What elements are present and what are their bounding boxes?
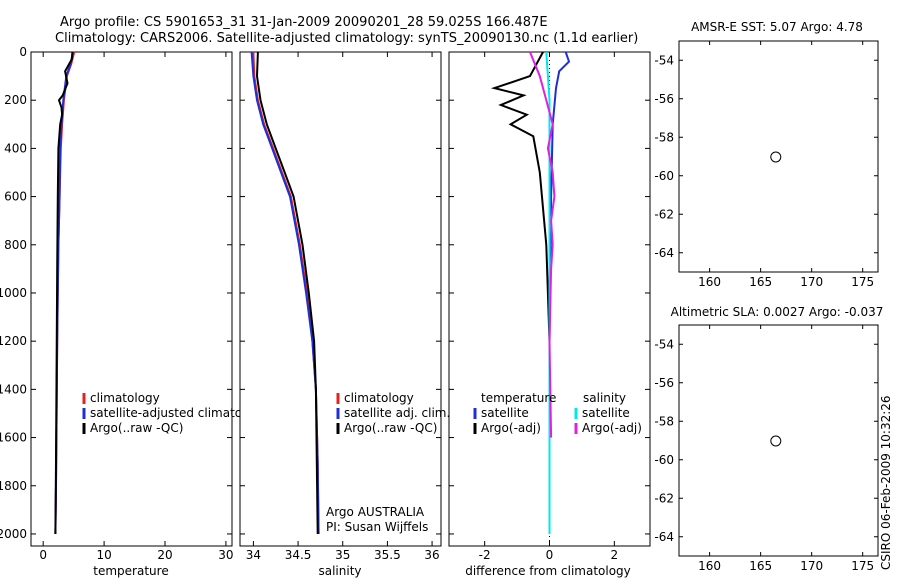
y-tick-label: 400 bbox=[4, 141, 27, 155]
legend-satellite-label: satellite-adjusted climatology bbox=[90, 406, 268, 420]
y-tick-label: 1200 bbox=[0, 334, 27, 348]
x-tick-label: 35.5 bbox=[374, 548, 401, 562]
map-y-tick-label: -64 bbox=[654, 530, 674, 544]
map-y-tick-label: -56 bbox=[654, 376, 674, 390]
annotation-pi: PI: Susan Wijffels bbox=[326, 520, 428, 534]
difference-xlabel: difference from climatology bbox=[465, 564, 631, 578]
legend-satellite-label: satellite adj. clim. bbox=[344, 406, 450, 420]
series-line-temperature-argo-adj- bbox=[490, 51, 551, 486]
x-tick-label: -2 bbox=[479, 548, 491, 562]
y-tick-label: 2000 bbox=[0, 527, 27, 541]
map-y-tick-label: -58 bbox=[654, 130, 674, 144]
x-tick-label: 0 bbox=[546, 548, 554, 562]
map-x-tick-label: 165 bbox=[749, 559, 772, 573]
y-tick-label: 600 bbox=[4, 190, 27, 204]
salinity-legend: climatology satellite adj. clim. Argo(..… bbox=[336, 391, 450, 435]
legend-temp-argo-label: Argo(-adj) bbox=[481, 421, 541, 435]
annotation-argo-australia: Argo AUSTRALIA bbox=[326, 505, 425, 519]
sla-map-panel: Altimetric SLA: 0.0027 Argo: -0.037 160 1… bbox=[654, 305, 884, 573]
map-y-tick-label: -54 bbox=[654, 337, 674, 351]
sla-map-axes bbox=[678, 324, 879, 557]
salinity-lines bbox=[250, 51, 320, 535]
temperature-legend: climatology satellite-adjusted climatolo… bbox=[82, 391, 268, 435]
header-line-1: Argo profile: CS 5901653_31 31-Jan-2009 … bbox=[60, 15, 548, 30]
sla-argo-location-marker bbox=[770, 435, 782, 447]
salinity-ticks: 34 34.5 35 35.5 36 bbox=[240, 51, 441, 562]
x-tick-label: 2 bbox=[611, 548, 619, 562]
y-tick-label: 1000 bbox=[0, 286, 27, 300]
difference-legend: temperature salinity satellite Argo(-adj… bbox=[473, 391, 642, 435]
legend-temp-satellite-label: satellite bbox=[481, 406, 529, 420]
map-y-tick-label: -60 bbox=[654, 169, 674, 183]
map-x-tick-label: 165 bbox=[749, 275, 772, 289]
map-y-tick-label: -58 bbox=[654, 414, 674, 428]
x-tick-label: 10 bbox=[96, 548, 111, 562]
map-x-tick-label: 170 bbox=[800, 559, 823, 573]
legend-temperature-title: temperature bbox=[481, 391, 556, 405]
x-tick-label: 34.5 bbox=[285, 548, 312, 562]
map-x-tick-label: 170 bbox=[800, 275, 823, 289]
salinity-xlabel: salinity bbox=[318, 564, 361, 578]
map-x-tick-label: 160 bbox=[698, 559, 721, 573]
y-tick-label: 1600 bbox=[0, 431, 27, 445]
sst-map-ticks: 160 165 170 175 -54 -56 -58 -60 -62 -64 bbox=[654, 41, 878, 289]
series-line-salinity-argo-adj- bbox=[529, 51, 556, 438]
temperature-axes bbox=[30, 51, 233, 547]
difference-ticks: -2 0 2 bbox=[449, 51, 650, 562]
legend-climatology-label: climatology bbox=[344, 391, 414, 405]
series-line-argo-raw-qc- bbox=[255, 51, 319, 535]
sst-map-axes bbox=[678, 40, 879, 273]
difference-panel: -2 0 2 difference from climatology tempera… bbox=[448, 51, 651, 578]
x-tick-label: 20 bbox=[157, 548, 172, 562]
map-y-tick-label: -62 bbox=[654, 207, 674, 221]
csiro-stamp: CSIRO 06-Feb-2009 10:32:26 bbox=[879, 395, 893, 570]
y-tick-label: 1800 bbox=[0, 479, 27, 493]
legend-salinity-title: salinity bbox=[583, 391, 626, 405]
sst-map-panel: AMSR-E SST: 5.07 Argo: 4.78 160 165 170 175… bbox=[654, 20, 879, 289]
map-y-tick-label: -64 bbox=[654, 246, 674, 260]
header-line-2: Climatology: CARS2006. Satellite-adjuste… bbox=[55, 31, 638, 46]
x-tick-label: 35 bbox=[335, 548, 350, 562]
temperature-ticks: 0 10 20 30 0 200 400 600 800 1000 1200 1400 1600 1800… bbox=[0, 45, 234, 562]
temperature-lines bbox=[54, 51, 76, 535]
legend-sal-argo-label: Argo(-adj) bbox=[582, 421, 642, 435]
map-y-tick-label: -54 bbox=[654, 53, 674, 67]
y-tick-label: 1400 bbox=[0, 382, 27, 396]
x-tick-label: 34 bbox=[246, 548, 261, 562]
legend-argo-label: Argo(..raw -QC) bbox=[344, 421, 437, 435]
temperature-xlabel: temperature bbox=[93, 564, 168, 578]
sla-map-title: Altimetric SLA: 0.0027 Argo: -0.037 bbox=[671, 305, 884, 319]
difference-lines bbox=[490, 51, 571, 534]
map-y-tick-label: -60 bbox=[654, 453, 674, 467]
legend-climatology-label: climatology bbox=[90, 391, 160, 405]
sst-argo-location-marker bbox=[770, 151, 782, 163]
map-x-tick-label: 175 bbox=[851, 275, 874, 289]
x-tick-label: 0 bbox=[39, 548, 47, 562]
legend-sal-satellite-label: satellite bbox=[582, 406, 630, 420]
map-x-tick-label: 160 bbox=[698, 275, 721, 289]
salinity-panel: 34 34.5 35 35.5 36 salinity climatology sate… bbox=[239, 51, 450, 578]
x-tick-label: 36 bbox=[424, 548, 439, 562]
sla-map-ticks: 160 165 170 175 -54 -56 -58 -60 -62 -64 bbox=[654, 325, 878, 573]
y-tick-label: 0 bbox=[19, 45, 27, 59]
legend-argo-label: Argo(..raw -QC) bbox=[90, 421, 183, 435]
y-tick-label: 200 bbox=[4, 93, 27, 107]
map-y-tick-label: -62 bbox=[654, 491, 674, 505]
temperature-panel: 0 10 20 30 0 200 400 600 800 1000 1200 1400 1600 1800… bbox=[0, 45, 268, 578]
series-line-argo-raw-qc- bbox=[54, 51, 74, 535]
x-tick-label: 30 bbox=[218, 548, 233, 562]
y-tick-label: 800 bbox=[4, 238, 27, 252]
map-y-tick-label: -56 bbox=[654, 92, 674, 106]
sst-map-title: AMSR-E SST: 5.07 Argo: 4.78 bbox=[691, 20, 863, 34]
salinity-axes bbox=[239, 51, 442, 547]
map-x-tick-label: 175 bbox=[851, 559, 874, 573]
series-line-salinity-satellite bbox=[545, 51, 551, 534]
